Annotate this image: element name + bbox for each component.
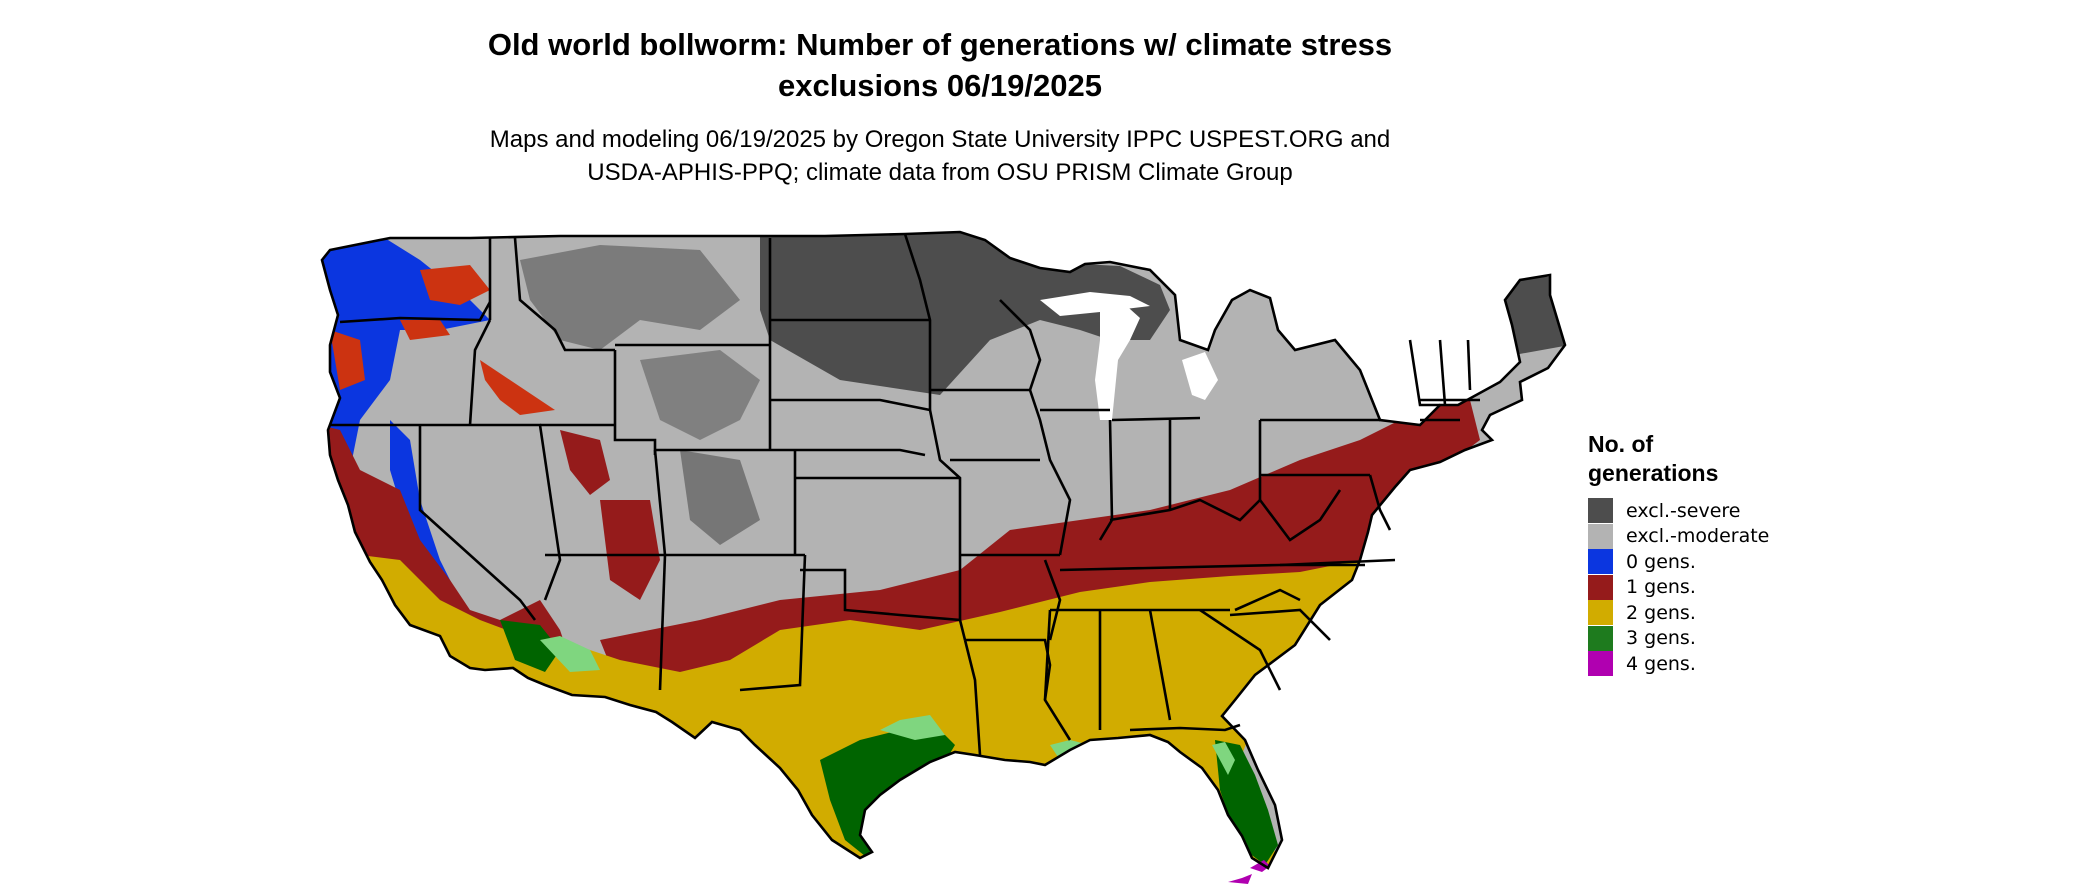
lake-huron xyxy=(1182,352,1218,400)
legend-item-0-gens: 0 gens. xyxy=(1588,549,1848,575)
legend-swatch xyxy=(1588,498,1613,524)
legend-title-line-2: generations xyxy=(1588,460,1719,486)
state-boundaries xyxy=(320,230,1567,870)
legend-label: 2 gens. xyxy=(1626,601,1696,624)
florida-keys-4-gens xyxy=(1228,874,1252,884)
legend-label: 3 gens. xyxy=(1626,627,1696,650)
legend-swatch xyxy=(1588,625,1613,651)
us-generations-map xyxy=(320,230,1567,884)
lake-michigan xyxy=(1095,300,1140,420)
map-subtitle: Maps and modeling 06/19/2025 by Oregon S… xyxy=(380,123,1500,189)
legend-item-1-gens: 1 gens. xyxy=(1588,574,1848,601)
generation-zones xyxy=(322,232,1565,868)
legend: No. of generations excl.-severe excl.-mo… xyxy=(1588,430,1848,677)
legend-swatch xyxy=(1588,574,1613,600)
legend-item-4-gens: 4 gens. xyxy=(1588,651,1848,677)
florida-4-gens-area xyxy=(1250,860,1270,872)
legend-label: 0 gens. xyxy=(1626,550,1696,573)
legend-label: excl.-severe xyxy=(1626,499,1741,522)
subtitle-line-2: USDA-APHIS-PPQ; climate data from OSU PR… xyxy=(587,159,1293,186)
legend-item-3-gens: 3 gens. xyxy=(1588,625,1848,652)
legend-title: No. of generations xyxy=(1588,430,1848,488)
legend-title-line-1: No. of xyxy=(1588,431,1654,457)
lake-superior xyxy=(1040,292,1150,316)
subtitle-line-1: Maps and modeling 06/19/2025 by Oregon S… xyxy=(489,126,1391,153)
legend-swatch xyxy=(1588,549,1613,575)
legend-label: 4 gens. xyxy=(1626,652,1696,675)
map-title: Old world bollworm: Number of generation… xyxy=(440,24,1440,106)
title-line-2: exclusions 06/19/2025 xyxy=(777,68,1102,103)
legend-swatch xyxy=(1588,651,1613,677)
legend-label: excl.-moderate xyxy=(1626,525,1770,548)
legend-item-excl-severe: excl.-severe xyxy=(1588,498,1848,524)
legend-item-excl-moderate: excl.-moderate xyxy=(1588,523,1848,550)
title-line-1: Old world bollworm: Number of generation… xyxy=(487,27,1393,62)
legend-item-2-gens: 2 gens. xyxy=(1588,600,1848,626)
legend-label: 1 gens. xyxy=(1626,576,1696,599)
legend-swatch xyxy=(1588,523,1613,549)
legend-swatch xyxy=(1588,600,1613,626)
